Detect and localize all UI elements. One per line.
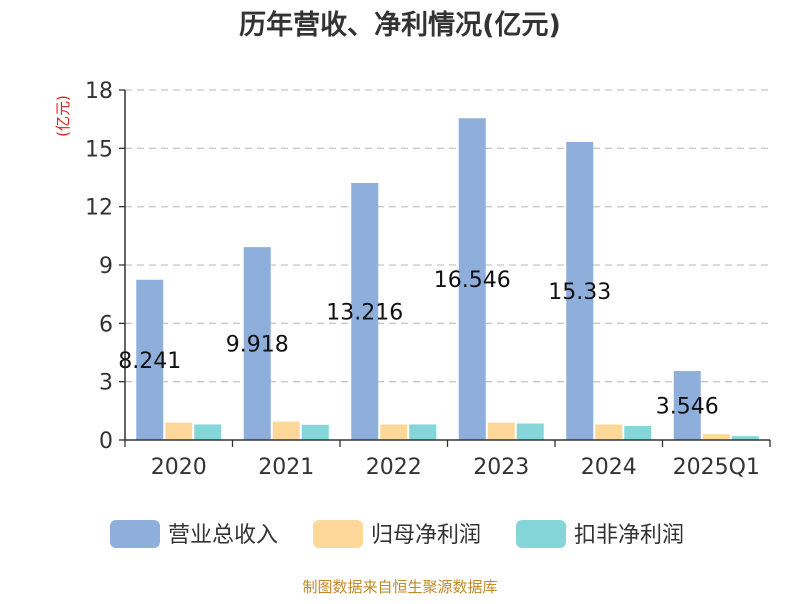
y-tick-label: 0 xyxy=(99,429,113,454)
legend-label: 扣非净利润 xyxy=(574,523,684,548)
data-label: 16.546 xyxy=(434,268,511,293)
bar xyxy=(136,279,164,440)
data-labels: 8.241 9.918 13.216 16.546 15.33 3.546 xyxy=(118,268,718,419)
bar xyxy=(595,424,623,440)
bar xyxy=(673,371,701,440)
source-note: 制图数据来自恒生聚源数据库 xyxy=(302,578,497,596)
x-tick-label: 2024 xyxy=(581,455,637,480)
legend-swatch xyxy=(516,520,566,548)
y-axis-label: (亿元) xyxy=(54,95,72,137)
data-label: 15.33 xyxy=(548,280,611,305)
x-tick-label: 2020 xyxy=(151,455,207,480)
data-label: 8.241 xyxy=(118,349,181,374)
gridlines xyxy=(125,89,770,383)
data-label: 3.546 xyxy=(656,395,719,420)
bar xyxy=(409,424,437,440)
y-tick-label: 18 xyxy=(85,79,113,104)
x-tick-label: 2021 xyxy=(258,455,314,480)
data-label: 9.918 xyxy=(226,333,289,358)
y-tick-label: 9 xyxy=(99,254,113,279)
bar xyxy=(165,422,193,440)
y-tick-label: 3 xyxy=(99,371,113,396)
bar xyxy=(458,118,486,441)
x-tick-label: 2023 xyxy=(473,455,529,480)
bar xyxy=(380,424,408,440)
bar xyxy=(566,141,594,440)
bar xyxy=(487,422,515,440)
bar xyxy=(301,424,329,440)
bar xyxy=(272,421,300,440)
legend-swatch xyxy=(313,520,363,548)
y-tick-label: 15 xyxy=(85,137,113,162)
x-tick-label: 2022 xyxy=(366,455,422,480)
y-tick-label: 6 xyxy=(99,312,113,337)
x-tick-label: 2025Q1 xyxy=(673,455,760,480)
y-tick-label: 12 xyxy=(85,196,113,221)
legend-label: 归母净利润 xyxy=(371,523,481,548)
bar xyxy=(194,424,222,440)
bar xyxy=(731,436,759,440)
bar xyxy=(516,423,544,440)
bar xyxy=(351,183,379,440)
bar xyxy=(702,434,730,440)
legend-label: 营业总收入 xyxy=(168,523,278,548)
data-label: 13.216 xyxy=(326,301,403,326)
axes: 0 3 6 9 12 15 18 2020 2021 2022 2023 2024 2025Q1 xyxy=(85,79,771,480)
legend: 营业总收入 归母净利润 扣非净利润 xyxy=(110,520,684,548)
bars xyxy=(136,118,759,441)
legend-swatch xyxy=(110,520,160,548)
bar xyxy=(243,247,271,440)
bar xyxy=(624,426,652,440)
chart-title: 历年营收、净利情况(亿元) xyxy=(239,9,561,41)
